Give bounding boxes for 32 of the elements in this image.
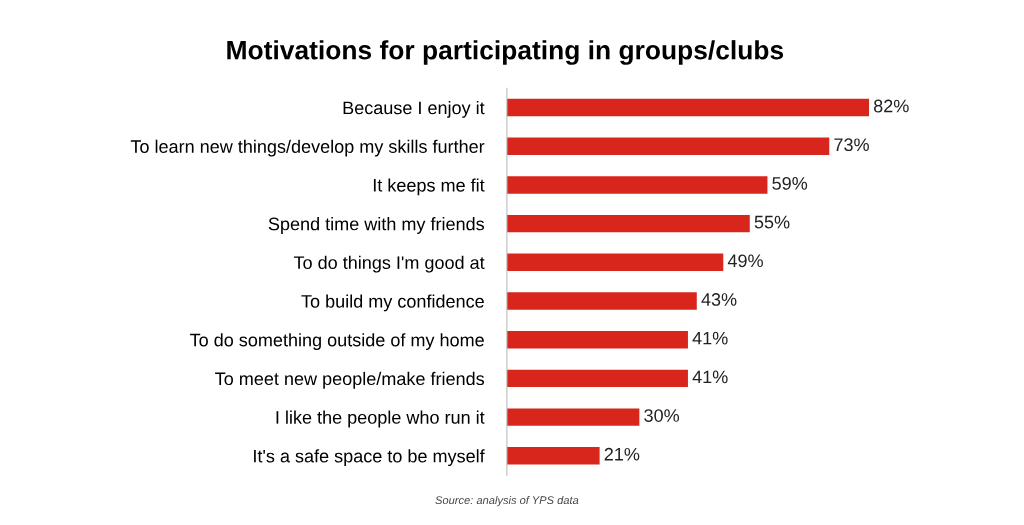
bar <box>506 137 830 155</box>
y-tick-label: Because I enjoy it <box>343 101 485 118</box>
data-label: 49% <box>727 254 763 268</box>
bar <box>506 214 750 233</box>
bar <box>506 447 600 465</box>
data-label: 21% <box>604 447 640 461</box>
data-label: 30% <box>644 409 680 422</box>
bar <box>506 292 697 310</box>
y-tick-label: I like the people who run it <box>276 410 485 428</box>
data-label: 73% <box>834 138 869 152</box>
bar <box>506 176 768 194</box>
source-note: Source: analysis of YPS data <box>435 495 579 507</box>
data-label: 41% <box>692 370 728 384</box>
bar <box>506 408 640 426</box>
data-label: 82% <box>873 99 909 113</box>
y-tick-label: It's a safe space to be myself <box>254 449 485 467</box>
y-tick-label: Spend time with my friends <box>268 217 485 234</box>
y-tick-label: To do something outside of my home <box>190 333 484 350</box>
data-label: 59% <box>772 176 808 190</box>
data-label: 43% <box>701 293 737 306</box>
y-tick-label: To build my confidence <box>301 294 484 312</box>
y-tick-label: To learn new things/develop my skills further <box>130 139 485 157</box>
bar <box>506 98 870 117</box>
data-label: 41% <box>692 331 728 345</box>
chart-title: Motivations for participating in groups/clubs <box>227 40 784 65</box>
data-label: 55% <box>754 215 790 229</box>
bar <box>506 331 688 349</box>
y-tick-label: To do things I'm good at <box>293 255 485 273</box>
bar <box>506 369 688 388</box>
bar <box>506 253 724 272</box>
y-tick-label: To meet new people/make friends <box>215 371 485 389</box>
y-tick-label: It keeps me fit <box>373 178 485 196</box>
